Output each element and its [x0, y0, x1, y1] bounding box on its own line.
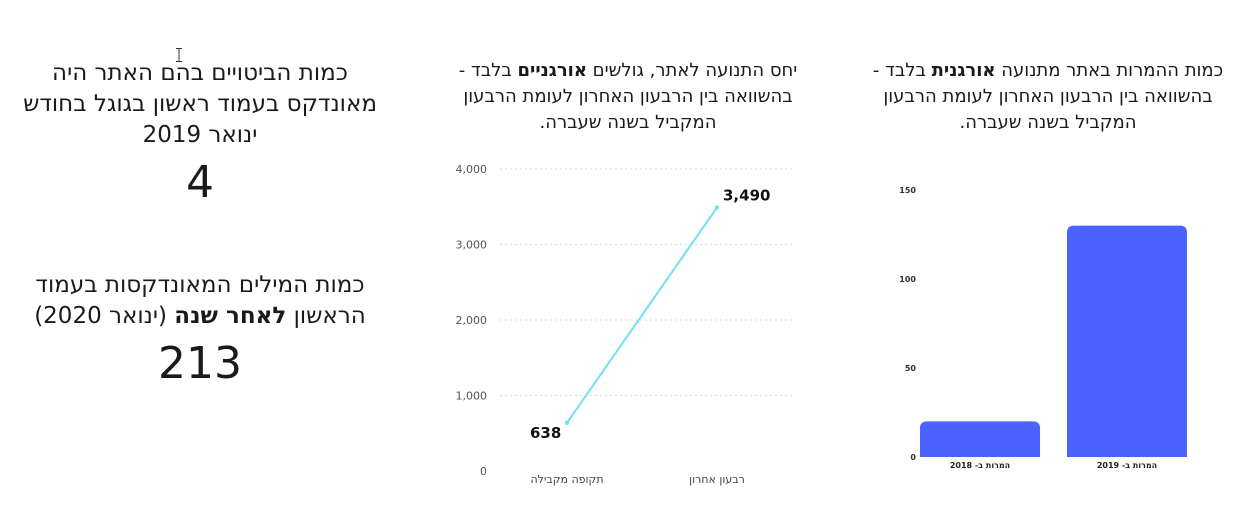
- x-tick-label: המרות ב- 2019: [1097, 461, 1157, 470]
- bar-chart: 0 50 100 150 המרות ב- 2018 המרות ב- 2019: [899, 186, 1187, 470]
- x-tick-label: תקופה מקבילה: [530, 473, 603, 486]
- data-point: [564, 420, 570, 426]
- y-tick-label: 150: [899, 186, 916, 195]
- stat-value-1: 4: [186, 157, 214, 208]
- stat-value-2: 213: [158, 338, 242, 389]
- x-tick-label: רבעון אחרון: [689, 473, 745, 486]
- stat-label-2: כמות המילים המאונדקסות בעמוד הראשון לאחר…: [34, 272, 366, 329]
- y-tick-label: 3,000: [456, 239, 488, 252]
- stat-block-2: כמות המילים המאונדקסות בעמוד הראשון לאחר…: [20, 270, 380, 390]
- data-point: [714, 205, 720, 210]
- y-tick-label: 1,000: [456, 390, 488, 403]
- bar: [920, 421, 1040, 457]
- y-tick-label: 100: [899, 275, 916, 284]
- data-label: 638: [530, 424, 561, 442]
- y-tick-label: 2,000: [456, 314, 488, 327]
- series-line: [566, 206, 718, 424]
- data-label: 3,490: [723, 187, 770, 205]
- stat-block-1: כמות הביטויים בהם האתר היה מאונדקס בעמוד…: [20, 58, 380, 209]
- y-tick-label: 0: [480, 465, 487, 478]
- bar: [1067, 225, 1187, 457]
- y-tick-label: 0: [910, 453, 916, 462]
- line-chart-title: יחס התנועה לאתר, גולשים אורגניים בלבד - …: [458, 60, 798, 133]
- line-chart: 0 1,000 2,000 3,000 4,000 638 3,490 תקופה מקביל…: [456, 163, 795, 486]
- stat-label-1: כמות הביטויים בהם האתר היה מאונדקס בעמוד…: [23, 60, 377, 148]
- y-tick-label: 4,000: [456, 163, 488, 176]
- bar-chart-title: כמות ההמרות באתר מתנועה אורגנית בלבד - ב…: [872, 60, 1224, 133]
- text-cursor-icon: [176, 48, 182, 62]
- x-tick-label: המרות ב- 2018: [950, 461, 1010, 470]
- y-tick-label: 50: [905, 364, 917, 373]
